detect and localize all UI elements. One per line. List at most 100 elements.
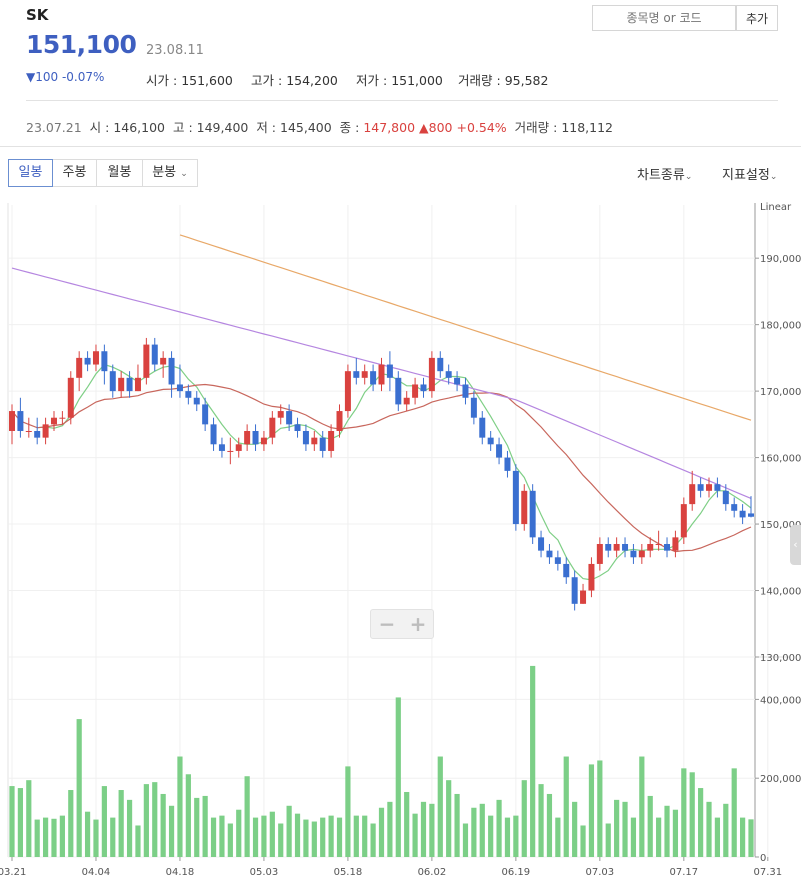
candle-body [479,417,486,438]
volume-bar [336,817,343,857]
candle-body [546,550,553,558]
volume-bar [521,780,527,857]
side-panel-toggle[interactable]: ‹ [790,525,801,565]
volume-bar [303,819,309,857]
add-button[interactable]: 추가 [736,5,778,31]
volume-bar [320,817,326,857]
volume-bar [345,766,351,857]
price-tick-label: 170,000 [760,387,801,398]
volume-bar [496,799,502,857]
candle-body [664,544,671,551]
volume-bar [202,795,208,857]
volume-bar [59,815,65,857]
x-tick-label: 03.21 [0,867,26,878]
volume-bar [244,776,250,857]
x-tick-label: 06.02 [418,867,447,878]
volume-bar [294,813,301,857]
volume-bar [647,795,653,857]
candle-body [487,437,494,445]
volume-bar [286,805,292,857]
candle-body [386,364,393,378]
x-tick-label: 04.18 [166,867,195,878]
ma20-line [11,383,752,553]
candle-body [218,444,225,451]
candle-body [25,431,32,432]
zoom-in-button[interactable]: + [409,612,427,636]
x-tick-label: 05.18 [334,867,363,878]
candle-body [395,377,402,405]
ma5-line [37,363,752,581]
candle-body [344,371,351,412]
candle-body [353,371,360,378]
high-stat: 고가 : 154,200 [251,73,338,88]
candle-body [260,437,267,445]
candle-body [680,504,687,538]
volume-bar [160,793,166,857]
chart-type-dropdown[interactable]: 차트종류⌄ [637,168,693,183]
candle-body [496,444,503,458]
tab-daily[interactable]: 일봉 [8,159,53,187]
x-tick-label: 04.04 [82,867,111,878]
tab-weekly[interactable]: 주봉 [52,159,97,187]
chevron-down-icon: ⌄ [684,172,693,182]
volume-bar [143,784,149,857]
candle-body [59,417,66,419]
candle-body [428,357,435,392]
stock-name: SK [26,6,49,24]
volume-bar [135,825,141,857]
scale-label: Linear [760,202,792,213]
volume-bar [488,815,494,857]
volume-bar [26,780,32,857]
candle-body [252,431,259,445]
price-tick-label: 160,000 [760,454,801,465]
open-stat: 시가 : 151,600 [146,73,233,88]
chevron-down-icon: ⌄ [180,169,188,179]
volume-bar [210,817,217,857]
candle-body [42,424,49,438]
volume-bar [454,793,460,857]
candle-body [554,557,561,564]
tab-monthly[interactable]: 월봉 [96,159,143,187]
volume-bar [118,790,124,857]
volume-bar [412,813,418,857]
volume-bar [714,817,721,857]
volume-bar [437,756,443,857]
candle-body [34,431,41,438]
candle-body [126,377,133,392]
x-tick-label: 07.17 [669,867,698,878]
candle-body [445,371,452,378]
volume-tick-label: 400,000 [760,695,801,706]
volume-bar [446,780,452,857]
candle-body [697,484,704,491]
price-tick-label: 130,000 [760,653,801,664]
indicator-settings-dropdown[interactable]: 지표설정⌄ [722,168,778,183]
stock-search-input[interactable] [592,5,736,31]
candle-body [185,391,192,398]
volume-bar [68,790,74,857]
candle-body [244,431,251,445]
candle-body [571,577,578,604]
volume-bar [605,823,611,857]
x-tick-label: 07.03 [586,867,615,878]
volume-bar [546,793,553,857]
volume-bar [152,782,158,857]
volume-bar [748,819,754,857]
candle-body [731,504,738,511]
candle-body [504,457,511,471]
candle-body [378,364,385,385]
candle-body [420,384,427,392]
price-change: ▼100 -0.07% [26,70,105,84]
candle-body [311,437,318,445]
volume-bar [51,818,57,857]
candle-body [739,510,746,518]
candle-body [168,357,175,385]
volume-bar [698,788,704,857]
tab-minute[interactable]: 분봉 ⌄ [142,159,198,187]
candle-body [9,411,15,431]
zoom-controls: − + [370,609,434,639]
volume-bar [471,807,477,857]
stock-chart[interactable]: 03.21 04.04 04.18 05.03 05.18 06.02 06.19 07.03… [0,198,801,887]
price-tick-label: 150,000 [760,520,801,531]
zoom-out-button[interactable]: − [378,612,396,636]
candle-body [176,384,183,392]
